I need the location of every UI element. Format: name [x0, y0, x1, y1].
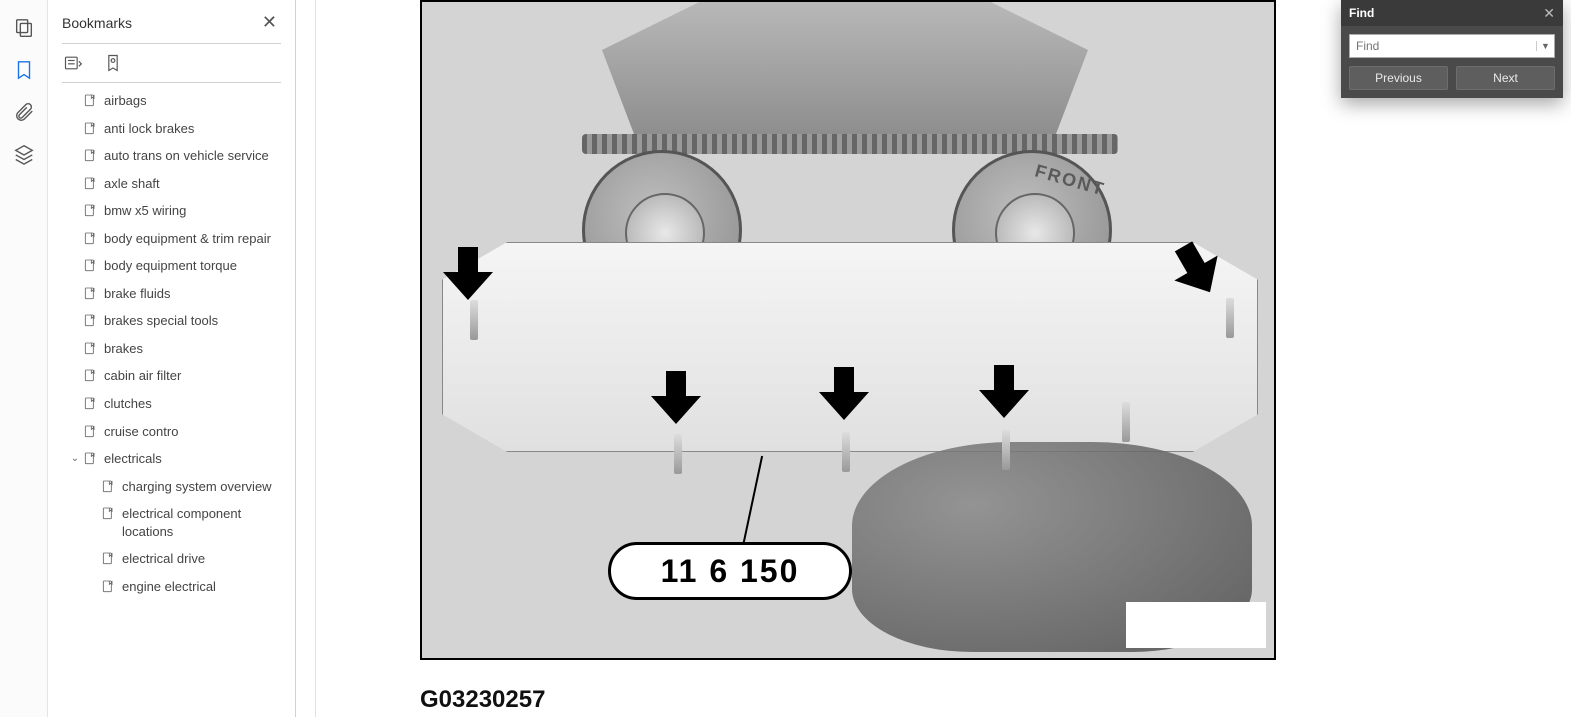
- bookmark-page-icon: [82, 368, 98, 384]
- page-gutter: [296, 0, 316, 717]
- bookmark-page-icon: [82, 231, 98, 247]
- bookmark-page-icon: [100, 479, 116, 495]
- arrow-icon: [646, 366, 706, 426]
- close-icon[interactable]: ✕: [258, 10, 281, 35]
- bookmark-label: electrical drive: [122, 550, 205, 568]
- bolt-shape: [842, 432, 850, 472]
- callout-leader-line: [742, 456, 763, 546]
- bookmark-item[interactable]: ›cabin air filter: [48, 362, 295, 390]
- bookmark-label: engine electrical: [122, 578, 216, 596]
- sidebar-title: Bookmarks: [62, 15, 132, 31]
- bookmark-page-icon: [82, 121, 98, 137]
- bookmark-label: electrical component locations: [122, 505, 287, 540]
- bookmark-label: electricals: [104, 450, 162, 468]
- bookmark-label: body equipment & trim repair: [104, 230, 271, 248]
- document-figure: FRONT 11 6 150: [420, 0, 1276, 660]
- bookmark-item[interactable]: ›body equipment & trim repair: [48, 225, 295, 253]
- chevron-icon[interactable]: ⌄: [68, 450, 82, 466]
- find-next-button[interactable]: Next: [1456, 66, 1555, 90]
- bookmark-item[interactable]: ›clutches: [48, 390, 295, 418]
- bookmark-item[interactable]: ›brakes special tools: [48, 307, 295, 335]
- bookmark-item[interactable]: ›anti lock brakes: [48, 115, 295, 143]
- bookmark-item[interactable]: ›airbags: [48, 87, 295, 115]
- bookmark-label: brakes: [104, 340, 143, 358]
- bookmark-page-icon: [82, 396, 98, 412]
- arrow-icon: [814, 362, 874, 422]
- bookmark-label: airbags: [104, 92, 147, 110]
- bolt-shape: [1226, 298, 1234, 338]
- find-dialog: Find ✕ ▼ Previous Next: [1341, 0, 1563, 98]
- bookmark-label: brakes special tools: [104, 312, 218, 330]
- arrow-icon: [438, 242, 498, 302]
- find-title: Find: [1349, 6, 1374, 20]
- bookmark-page-icon: [82, 313, 98, 329]
- figure-caption: G03230257: [420, 686, 545, 714]
- bookmark-page-icon: [82, 424, 98, 440]
- bookmark-label: auto trans on vehicle service: [104, 147, 269, 165]
- bookmark-page-icon: [82, 203, 98, 219]
- find-input[interactable]: [1350, 39, 1536, 53]
- sidebar-toolbar: [48, 44, 295, 82]
- bookmark-item[interactable]: ›electrical drive: [48, 545, 295, 573]
- find-bookmark-icon[interactable]: [102, 52, 124, 74]
- bookmarks-sidebar: Bookmarks ✕ ›airbags›anti lock brakes›au…: [48, 0, 296, 717]
- engine-head-shape: [602, 2, 1088, 152]
- bookmark-page-icon: [82, 148, 98, 164]
- bookmark-label: charging system overview: [122, 478, 272, 496]
- bookmark-list[interactable]: ›airbags›anti lock brakes›auto trans on …: [48, 83, 295, 717]
- find-previous-button[interactable]: Previous: [1349, 66, 1448, 90]
- page-area: FRONT 11 6 150 G03230257: [296, 0, 1571, 717]
- bookmark-page-icon: [82, 451, 98, 467]
- bookmark-page-icon: [82, 176, 98, 192]
- bookmarks-icon[interactable]: [12, 58, 36, 82]
- bolt-shape: [470, 300, 478, 340]
- bolt-shape: [1002, 430, 1010, 470]
- bookmark-item[interactable]: ⌄ electricals: [48, 445, 295, 473]
- layers-icon[interactable]: [12, 142, 36, 166]
- bookmark-item[interactable]: ›cruise contro: [48, 418, 295, 446]
- callout-bubble: 11 6 150: [608, 542, 852, 600]
- bookmark-page-icon: [100, 579, 116, 595]
- bookmark-label: cruise contro: [104, 423, 178, 441]
- callout-number: 11 6 150: [661, 553, 800, 590]
- bookmark-label: bmw x5 wiring: [104, 202, 186, 220]
- bookmark-label: body equipment torque: [104, 257, 237, 275]
- bookmark-label: brake fluids: [104, 285, 170, 303]
- find-header[interactable]: Find ✕: [1341, 0, 1563, 26]
- bookmark-page-icon: [82, 258, 98, 274]
- bookmark-item[interactable]: ›electrical component locations: [48, 500, 295, 545]
- bookmark-item[interactable]: ›brakes: [48, 335, 295, 363]
- left-icon-rail: [0, 0, 48, 717]
- bookmark-item[interactable]: ›bmw x5 wiring: [48, 197, 295, 225]
- bookmark-label: cabin air filter: [104, 367, 181, 385]
- find-input-wrap: ▼: [1349, 34, 1555, 58]
- bookmark-page-icon: [82, 286, 98, 302]
- bookmark-label: clutches: [104, 395, 152, 413]
- close-icon[interactable]: ✕: [1543, 5, 1555, 22]
- bookmark-item[interactable]: ›auto trans on vehicle service: [48, 142, 295, 170]
- thumbnails-icon[interactable]: [12, 16, 36, 40]
- bookmark-item[interactable]: ›axle shaft: [48, 170, 295, 198]
- outline-options-icon[interactable]: [62, 52, 84, 74]
- attachments-icon[interactable]: [12, 100, 36, 124]
- bolt-shape: [1122, 402, 1130, 442]
- bookmark-page-icon: [82, 93, 98, 109]
- find-dropdown-icon[interactable]: ▼: [1536, 41, 1554, 51]
- bookmark-page-icon: [82, 341, 98, 357]
- bolt-shape: [674, 434, 682, 474]
- bookmark-label: axle shaft: [104, 175, 160, 193]
- sidebar-header: Bookmarks ✕: [48, 0, 295, 43]
- find-body: ▼ Previous Next: [1341, 26, 1563, 98]
- bookmark-page-icon: [100, 506, 116, 522]
- figure-whiteout: [1126, 602, 1266, 648]
- arrow-icon: [974, 360, 1034, 420]
- bookmark-item[interactable]: ›body equipment torque: [48, 252, 295, 280]
- bookmark-item[interactable]: ›engine electrical: [48, 573, 295, 601]
- bookmark-item[interactable]: ›charging system overview: [48, 473, 295, 501]
- bookmark-label: anti lock brakes: [104, 120, 194, 138]
- bookmark-item[interactable]: ›brake fluids: [48, 280, 295, 308]
- bookmark-page-icon: [100, 551, 116, 567]
